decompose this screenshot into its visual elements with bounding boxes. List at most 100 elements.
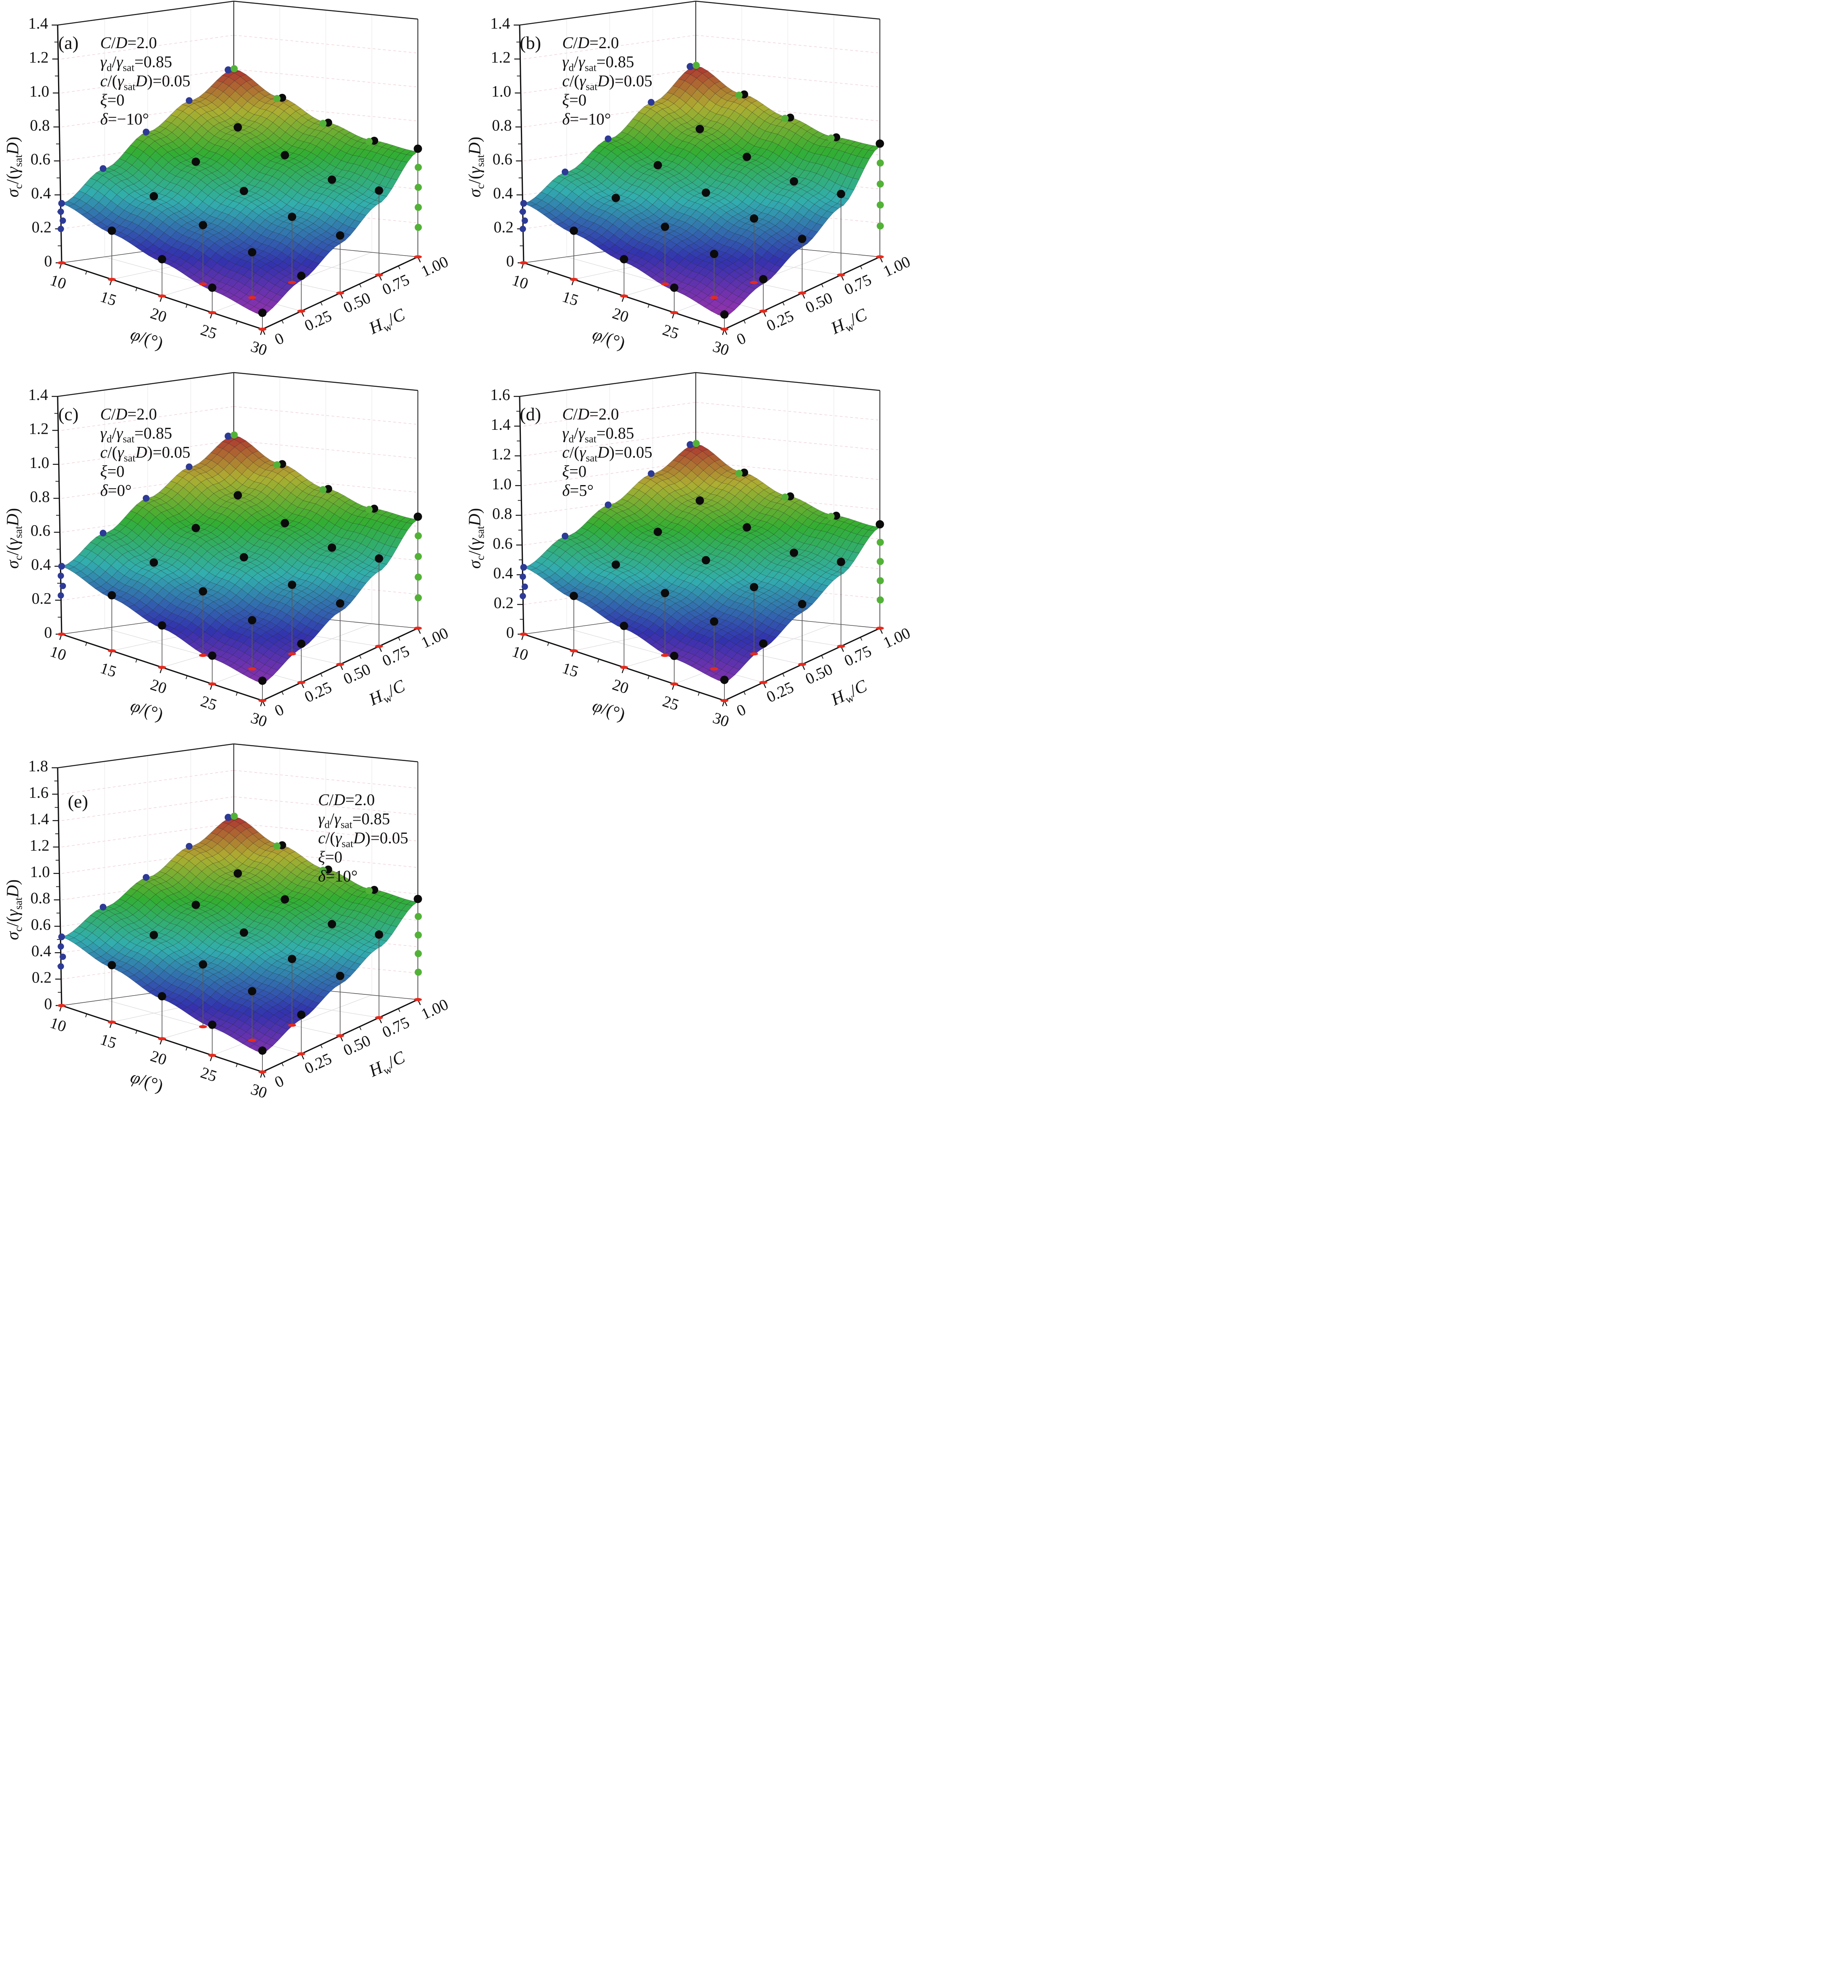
blue-stack-dot [522, 583, 528, 590]
black-data-dot [759, 639, 768, 648]
y-axis-title: Hw/C [365, 305, 409, 341]
annotation-line: δ=0° [100, 481, 132, 499]
black-data-dot [875, 139, 884, 148]
red-base-marker [288, 1023, 296, 1027]
x-axis-title: φ/(°) [128, 696, 166, 724]
green-edge-dot [273, 842, 281, 850]
x-tick-label: 30 [710, 337, 731, 359]
black-data-dot [710, 250, 718, 258]
black-data-dot [720, 676, 729, 684]
blue-stack-dot [520, 593, 526, 600]
red-base-marker [670, 682, 678, 686]
z-tick-label: 1.4 [491, 415, 511, 433]
x-axis-title: φ/(°) [128, 1067, 166, 1096]
red-base-marker [248, 1039, 256, 1042]
red-base-marker [297, 681, 305, 684]
y-axis-title: Hw/C [827, 305, 871, 341]
z-axis: 0 0.2 0.4 0.6 0.8 1.0 1.2 1.4 σc/(γsatD) [4, 386, 62, 641]
green-stack-dot [877, 538, 884, 546]
black-data-dot [240, 186, 248, 195]
black-data-dot [750, 214, 758, 223]
green-edge-dot [781, 493, 789, 501]
y-tick-label: 1.00 [418, 624, 451, 652]
y-tick-label: 0.25 [302, 307, 334, 334]
data-point-dots [58, 65, 422, 317]
black-data-dot [281, 895, 289, 904]
black-data-dot [107, 226, 116, 235]
annotation-block: (e) C/D=2.0γd/γsat=0.85c/(γsatD)=0.05ξ=0δ… [68, 790, 408, 885]
green-stack-dot [415, 163, 422, 171]
z-tick-label: 0.2 [32, 969, 52, 986]
y-tick-label: 0 [272, 329, 287, 348]
blue-edge-dot [225, 813, 232, 821]
black-data-dot [192, 524, 200, 532]
z-tick-label: 0.4 [493, 564, 513, 582]
x-tick-label: 15 [560, 659, 581, 681]
z-axis: 0 0.2 0.4 0.6 0.8 1.0 1.2 1.4 σc/(γsatD) [4, 14, 62, 270]
green-edge-dot [365, 887, 373, 894]
black-data-dot [248, 987, 256, 996]
stems-and-base-markers [58, 899, 422, 1074]
red-base-marker [297, 1052, 305, 1056]
panel-c: 0 0.2 0.4 0.6 0.8 1.0 1.2 1.4 σc/(γsatD) 10 15 20 25… [0, 371, 462, 743]
blue-edge-dot [225, 433, 232, 440]
green-edge-dot [231, 65, 238, 72]
green-stack-dot [415, 532, 422, 540]
annotation-line: δ=5° [562, 481, 594, 499]
black-data-dot [158, 992, 166, 1001]
red-base-marker [375, 1016, 383, 1019]
panel-label: (a) [58, 33, 78, 53]
black-data-dot [288, 212, 296, 221]
green-stack-dot [415, 553, 422, 560]
red-base-marker [199, 654, 207, 657]
annotation-line: ξ=0 [100, 91, 124, 109]
black-data-dot [288, 580, 296, 589]
black-data-dot [149, 558, 158, 567]
black-data-dot [413, 512, 422, 521]
black-data-dot [375, 554, 383, 563]
blue-edge-dot [648, 470, 655, 477]
x-tick-label: 20 [610, 304, 631, 326]
z-tick-label: 0.8 [31, 889, 50, 907]
black-data-dot [654, 161, 662, 169]
z-tick-label: 0 [44, 252, 52, 270]
y-tick-label: 0.75 [841, 642, 874, 670]
red-base-marker [258, 328, 266, 331]
black-data-dot [702, 556, 710, 565]
panel-b: 0 0.2 0.4 0.6 0.8 1.0 1.2 1.4 σc/(γsatD) 10 15 20 25… [462, 0, 924, 371]
panel-c-3d-surface-plot: 0 0.2 0.4 0.6 0.8 1.0 1.2 1.4 σc/(γsatD) 10 15 20 25… [4, 372, 451, 730]
y-tick-label: 1.00 [880, 624, 913, 652]
z-tick-label: 1.8 [28, 757, 48, 775]
red-base-marker [336, 1034, 344, 1037]
green-stack-dot [415, 184, 422, 191]
panel-label: (d) [520, 404, 541, 424]
z-tick-label: 0.4 [31, 184, 51, 202]
red-base-marker [158, 666, 166, 669]
black-data-dot [837, 190, 845, 198]
green-stack-dot [877, 558, 884, 565]
x-tick-label: 15 [98, 1030, 119, 1052]
blue-edge-dot [99, 903, 107, 911]
red-base-marker [336, 291, 344, 295]
green-edge-dot [273, 95, 281, 102]
annotation-line: γd/γsat=0.85 [318, 810, 390, 830]
blue-stack-dot [58, 208, 64, 215]
z-tick-label: 0.8 [30, 116, 50, 134]
red-base-marker [520, 261, 528, 264]
red-base-marker [710, 667, 718, 671]
data-point-dots [58, 812, 422, 1055]
black-data-dot [620, 255, 628, 264]
blue-edge-dot [520, 200, 527, 207]
y-tick-label: 0 [734, 329, 749, 348]
green-stack-dot [877, 180, 884, 188]
blue-edge-dot [520, 564, 527, 571]
annotation-line: C/D=2.0 [562, 33, 619, 52]
y-tick-label: 0.25 [302, 1049, 334, 1077]
black-data-dot [569, 592, 578, 600]
y-tick-label: 1.00 [418, 995, 451, 1023]
red-base-marker [661, 282, 669, 286]
red-base-marker [837, 645, 845, 648]
y-tick-label: 0 [272, 1072, 287, 1091]
red-base-marker [248, 667, 256, 671]
black-data-dot [569, 226, 578, 235]
